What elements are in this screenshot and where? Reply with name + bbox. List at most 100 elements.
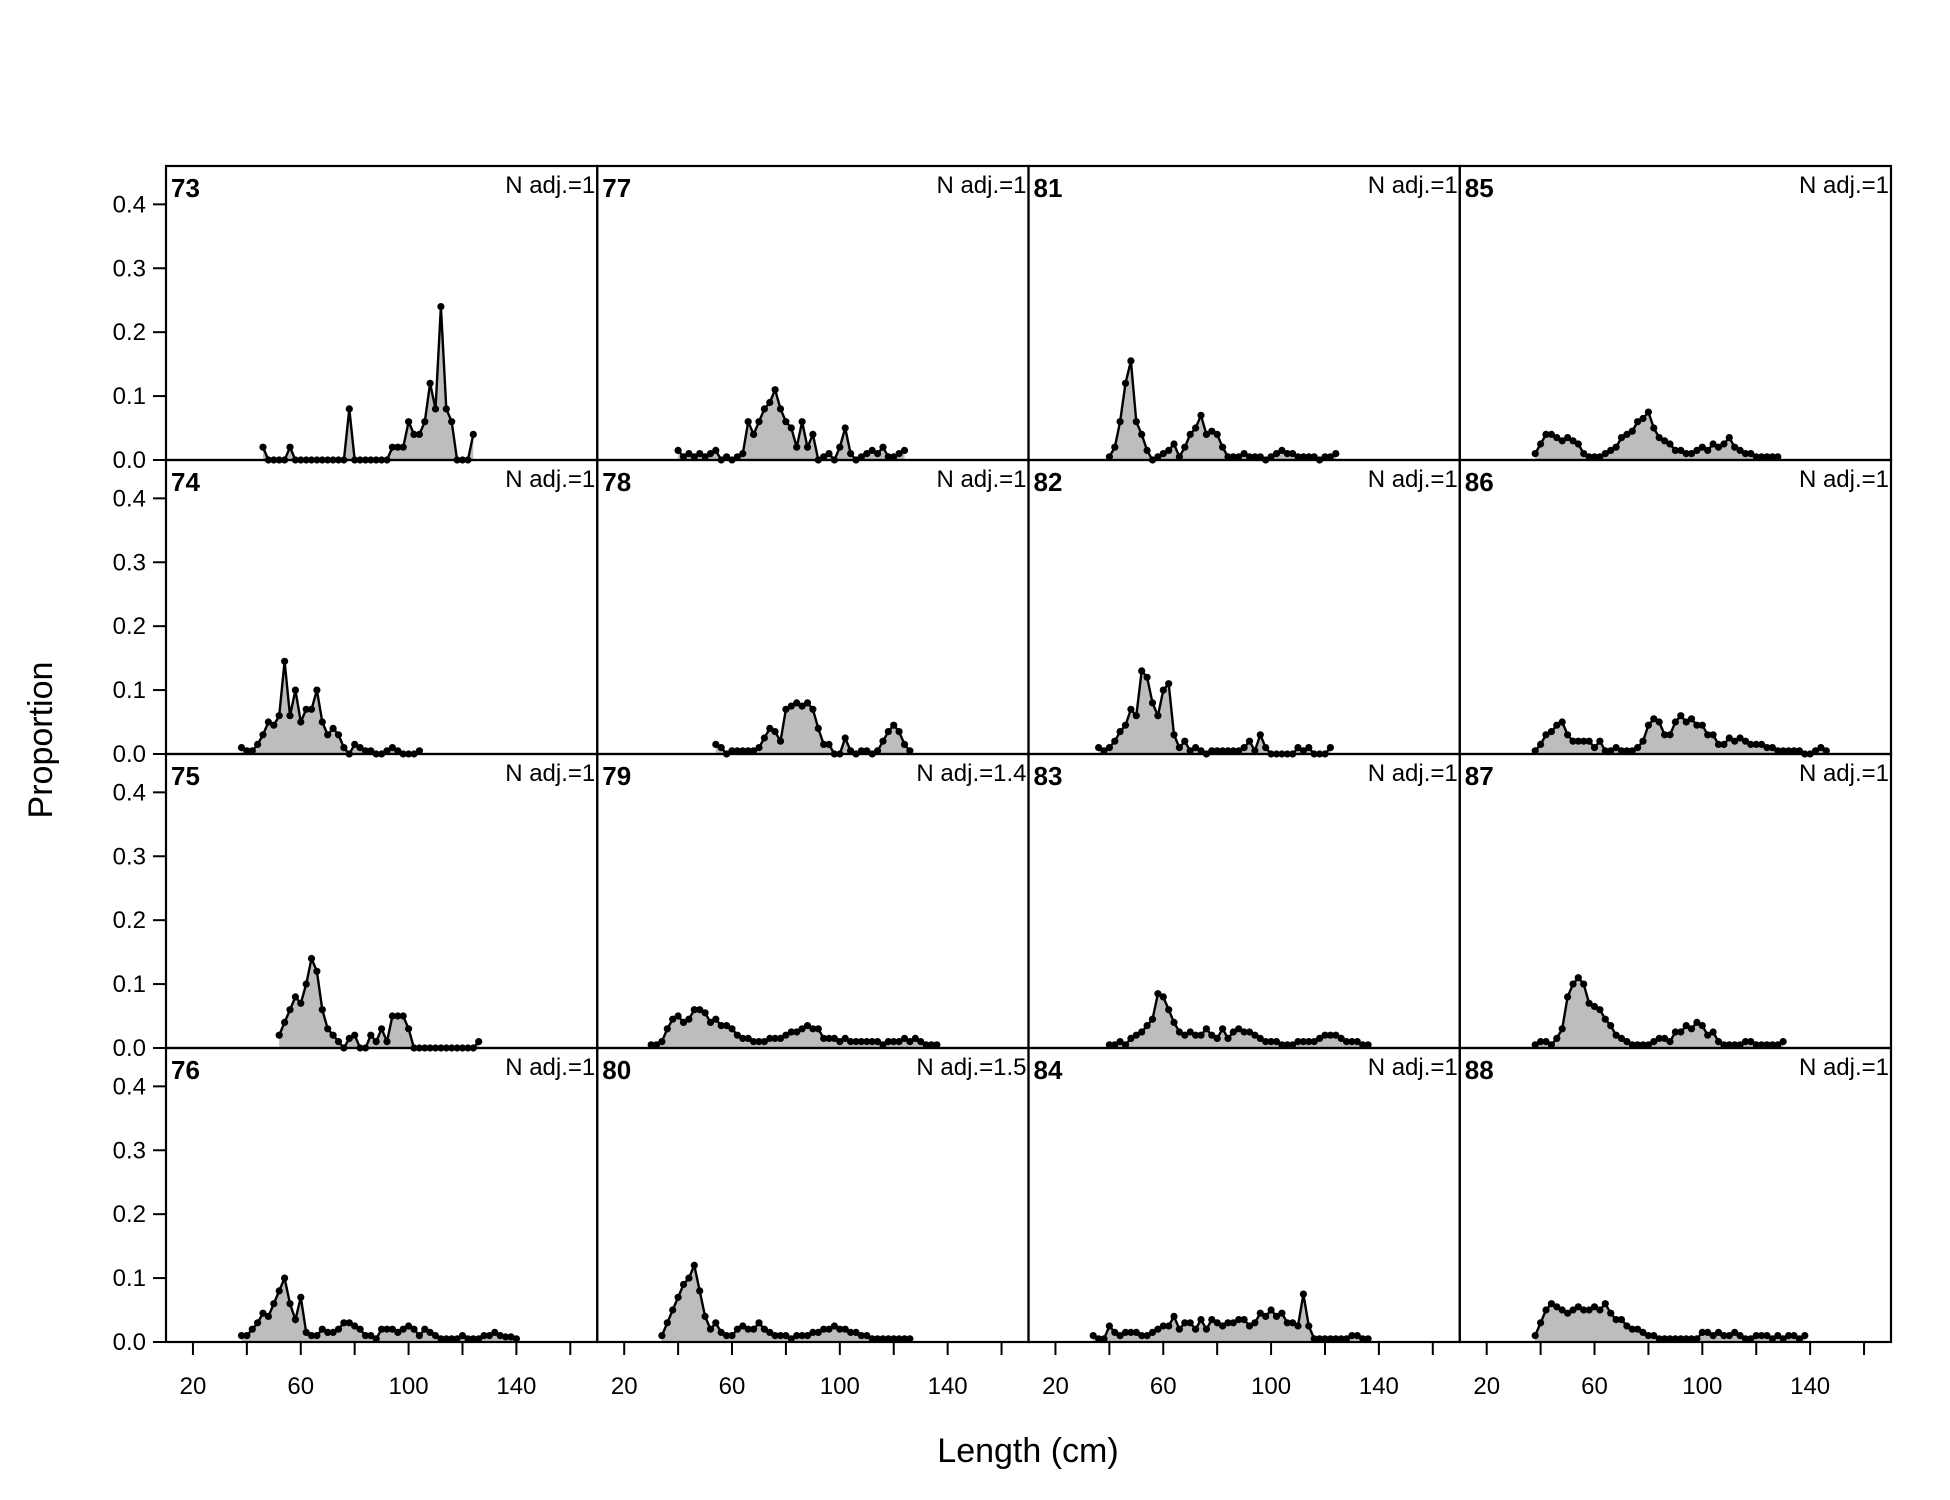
panel-frame <box>1458 1046 1893 1344</box>
data-point <box>1105 453 1113 461</box>
data-point <box>895 728 903 736</box>
data-point <box>1148 1328 1157 1336</box>
data-point <box>367 1031 375 1039</box>
data-point <box>1267 1038 1275 1046</box>
data-point <box>884 728 892 736</box>
panel-label: 80 <box>602 1055 631 1085</box>
data-point <box>1208 427 1216 435</box>
data-point <box>1752 740 1760 749</box>
data-point <box>1725 434 1733 442</box>
data-point <box>1192 744 1200 752</box>
area-fill-79 <box>651 1009 937 1048</box>
data-point <box>841 424 849 432</box>
data-point <box>1661 1335 1669 1343</box>
data-point <box>1224 453 1232 461</box>
x-tick-label: 20 <box>180 1373 207 1400</box>
data-point <box>1768 744 1776 752</box>
data-point <box>1542 1306 1550 1314</box>
data-point <box>900 446 909 454</box>
data-point <box>259 443 267 451</box>
panel-label: 88 <box>1465 1055 1494 1085</box>
data-point <box>1202 1025 1210 1033</box>
data-point <box>1353 1038 1361 1046</box>
data-point <box>1326 1031 1334 1039</box>
data-point <box>1698 1022 1706 1030</box>
data-point <box>243 1332 251 1340</box>
data-point <box>760 734 769 742</box>
data-point <box>1121 721 1130 729</box>
data-point <box>1628 1325 1636 1333</box>
n-adj-label: N adj.=1 <box>1368 466 1458 493</box>
data-point <box>307 954 316 963</box>
data-point <box>1569 737 1577 745</box>
data-point <box>1364 1335 1372 1343</box>
data-point <box>1224 1034 1232 1042</box>
data-point <box>1682 1335 1690 1343</box>
data-point <box>1197 1031 1205 1039</box>
data-point <box>399 443 407 451</box>
data-point <box>297 718 305 726</box>
data-point <box>825 450 833 458</box>
data-point <box>723 1332 731 1340</box>
area-fill-84 <box>1093 1294 1369 1342</box>
data-point <box>1655 434 1663 442</box>
data-point <box>717 744 725 752</box>
y-axis-title: Proportion <box>22 662 60 819</box>
data-point <box>1553 1034 1561 1042</box>
area-fill-74 <box>241 661 420 754</box>
data-point <box>1316 1335 1324 1343</box>
data-point <box>755 418 763 426</box>
data-point <box>1590 1002 1599 1011</box>
panel-frame <box>164 458 599 756</box>
data-point <box>701 1009 709 1017</box>
data-point <box>1612 443 1620 451</box>
data-point <box>1213 1319 1221 1327</box>
data-point <box>340 744 348 752</box>
data-point <box>1596 1306 1604 1314</box>
data-point <box>690 453 698 461</box>
data-point <box>874 747 882 755</box>
panel-label: 76 <box>171 1055 200 1085</box>
data-point <box>701 1312 709 1320</box>
panel-81: 81 N adj.=1 <box>1027 164 1461 464</box>
panel-74: 74 N adj.=1 0.0 0.1 0.2 0.3 0.4 <box>113 458 599 768</box>
data-point <box>911 1034 919 1042</box>
data-point <box>1607 1309 1615 1317</box>
data-point <box>1612 1031 1620 1039</box>
data-point <box>1601 1015 1609 1023</box>
data-point <box>464 1335 472 1343</box>
data-point <box>1628 1041 1636 1049</box>
data-point <box>1299 747 1307 755</box>
data-point <box>1100 1335 1108 1343</box>
data-point <box>685 1015 693 1023</box>
data-point <box>1219 747 1227 755</box>
data-point <box>1634 418 1642 426</box>
n-adj-label: N adj.=1 <box>1799 1054 1889 1081</box>
data-point <box>733 1325 742 1333</box>
data-point <box>405 1322 413 1330</box>
data-point <box>302 1328 310 1336</box>
data-point <box>1245 1028 1254 1036</box>
data-point <box>264 1312 272 1320</box>
data-point <box>744 1325 752 1333</box>
data-point <box>1240 1028 1248 1036</box>
data-point <box>1186 747 1194 755</box>
data-point <box>712 446 720 454</box>
data-point <box>286 443 294 451</box>
n-adj-label: N adj.=1.4 <box>916 760 1026 787</box>
data-point <box>1790 1332 1798 1340</box>
data-point <box>674 1012 682 1020</box>
data-point <box>809 1025 817 1033</box>
data-point <box>787 1028 795 1036</box>
data-point <box>469 430 477 438</box>
data-point <box>1251 453 1259 461</box>
data-point <box>1639 414 1647 423</box>
data-point <box>313 686 321 694</box>
data-point <box>696 1287 704 1295</box>
data-point <box>1542 430 1550 438</box>
data-point <box>1774 453 1782 461</box>
data-point <box>933 1041 941 1049</box>
data-point <box>1542 731 1550 739</box>
data-point <box>728 1332 736 1340</box>
